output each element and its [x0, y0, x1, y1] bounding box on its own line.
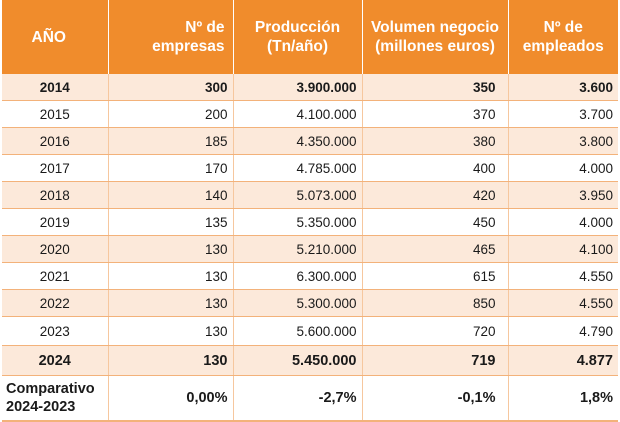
cell-empleados: 4.000: [508, 208, 618, 236]
cell-produccion: 5.350.000: [233, 208, 363, 236]
cell-produccion: 5.210.000: [233, 235, 363, 263]
cell-produccion: 6.300.000: [233, 262, 363, 290]
comparison-label-line2: 2024-2023: [6, 399, 76, 415]
cell-empresas: 140: [108, 181, 234, 209]
cell-volumen: 380: [362, 127, 509, 155]
cell-produccion: 3.900.000: [233, 74, 363, 101]
header-volumen: Volumen negocio (millones euros): [362, 0, 509, 74]
table-row: 2021 130 6.300.000 615 4.550: [2, 262, 618, 290]
table-row: 2022 130 5.300.000 850 4.550: [2, 289, 618, 317]
table-row: 2014 300 3.900.000 350 3.600: [2, 74, 618, 101]
comparison-volumen: -0,1%: [362, 375, 509, 422]
cell-volumen: 450: [362, 208, 509, 236]
cell-produccion: 5.300.000: [233, 289, 363, 317]
table-row: 2017 170 4.785.000 400 4.000: [2, 154, 618, 182]
cell-year: 2015: [2, 100, 109, 128]
cell-empleados: 4.877: [508, 345, 618, 376]
cell-year: 2017: [2, 154, 109, 182]
cell-produccion: 4.100.000: [233, 100, 363, 128]
header-empresas: Nº de empresas: [108, 0, 234, 74]
cell-volumen: 400: [362, 154, 509, 182]
cell-year: 2024: [2, 345, 109, 376]
table-header: AÑO Nº de empresas Producción (Tn/año) Vol…: [2, 0, 618, 74]
comparison-empresas: 0,00%: [108, 375, 234, 422]
comparison-empleados: 1,8%: [508, 375, 618, 422]
cell-year: 2021: [2, 262, 109, 290]
cell-volumen: 615: [362, 262, 509, 290]
cell-year: 2020: [2, 235, 109, 263]
comparison-produccion: -2,7%: [233, 375, 363, 422]
table-row: 2024 130 5.450.000 719 4.877: [2, 345, 618, 376]
cell-empresas: 185: [108, 127, 234, 155]
table-row: 2019 135 5.350.000 450 4.000: [2, 208, 618, 236]
cell-produccion: 4.350.000: [233, 127, 363, 155]
table-row: 2015 200 4.100.000 370 3.700: [2, 100, 618, 128]
cell-year: 2016: [2, 127, 109, 155]
cell-volumen: 719: [362, 345, 509, 376]
header-year: AÑO: [2, 0, 109, 74]
cell-volumen: 465: [362, 235, 509, 263]
cell-empresas: 130: [108, 316, 234, 346]
cell-year: 2023: [2, 316, 109, 346]
cell-produccion: 5.600.000: [233, 316, 363, 346]
comparison-label-line1: Comparativo: [6, 381, 95, 397]
cell-empleados: 3.950: [508, 181, 618, 209]
table-row: 2018 140 5.073.000 420 3.950: [2, 181, 618, 209]
cell-empleados: 4.550: [508, 289, 618, 317]
comparison-label: Comparativo 2024-2023: [2, 375, 109, 422]
header-empleados: Nº de empleados: [508, 0, 618, 74]
cell-volumen: 720: [362, 316, 509, 346]
cell-empleados: 4.790: [508, 316, 618, 346]
cell-volumen: 420: [362, 181, 509, 209]
cell-year: 2019: [2, 208, 109, 236]
table-row: 2020 130 5.210.000 465 4.100: [2, 235, 618, 263]
cell-produccion: 5.073.000: [233, 181, 363, 209]
cell-empresas: 130: [108, 235, 234, 263]
table-row: 2023 130 5.600.000 720 4.790: [2, 316, 618, 346]
cell-empresas: 200: [108, 100, 234, 128]
table-body: 2014 300 3.900.000 350 3.600 2015 200 4.100.000…: [2, 74, 618, 422]
table-row: 2016 185 4.350.000 380 3.800: [2, 127, 618, 155]
cell-produccion: 5.450.000: [233, 345, 363, 376]
cell-empleados: 3.800: [508, 127, 618, 155]
cell-empresas: 130: [108, 289, 234, 317]
cell-year: 2014: [2, 74, 109, 101]
cell-empleados: 3.600: [508, 74, 618, 101]
cell-empresas: 130: [108, 345, 234, 376]
cell-empleados: 3.700: [508, 100, 618, 128]
cell-empresas: 300: [108, 74, 234, 101]
cell-produccion: 4.785.000: [233, 154, 363, 182]
cell-volumen: 850: [362, 289, 509, 317]
cell-volumen: 350: [362, 74, 509, 101]
comparison-row: Comparativo 2024-2023 0,00% -2,7% -0,1% 1,8%: [2, 375, 618, 422]
cell-empleados: 4.000: [508, 154, 618, 182]
cell-year: 2018: [2, 181, 109, 209]
cell-empleados: 4.100: [508, 235, 618, 263]
cell-empresas: 130: [108, 262, 234, 290]
cell-empresas: 170: [108, 154, 234, 182]
header-produccion: Producción (Tn/año): [233, 0, 363, 74]
cell-volumen: 370: [362, 100, 509, 128]
cell-year: 2022: [2, 289, 109, 317]
cell-empresas: 135: [108, 208, 234, 236]
cell-empleados: 4.550: [508, 262, 618, 290]
